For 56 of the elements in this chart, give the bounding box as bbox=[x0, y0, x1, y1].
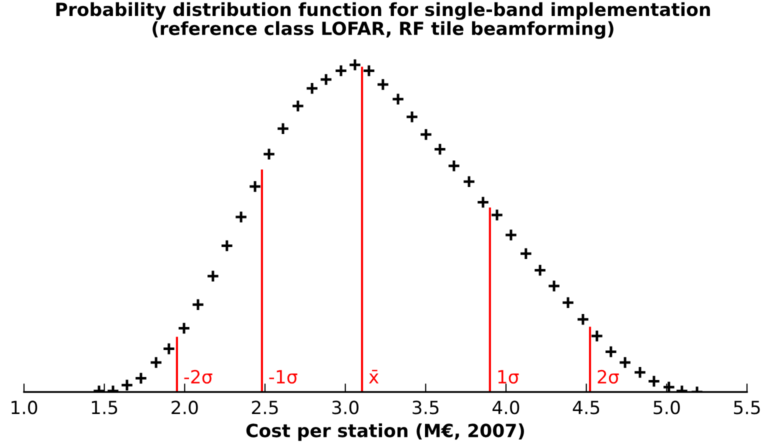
point bbox=[206, 270, 220, 283]
point bbox=[405, 110, 419, 124]
point bbox=[262, 148, 276, 161]
ref-line-label: x̄ bbox=[368, 370, 379, 384]
point bbox=[362, 64, 376, 78]
point bbox=[604, 345, 618, 358]
x-axis-title: Cost per station (M€, 2007) bbox=[246, 423, 524, 441]
x-tick-label: 2.5 bbox=[252, 400, 278, 414]
ref-line-label: 1σ bbox=[498, 370, 519, 384]
point bbox=[220, 239, 234, 252]
chart-title: Probability distribution function for single-band implementation (reference class LOFAR, RF tile beamforming) bbox=[56, 2, 710, 39]
point bbox=[462, 174, 476, 188]
x-tick-label: 4.5 bbox=[572, 400, 600, 414]
point bbox=[547, 279, 561, 293]
point bbox=[519, 246, 533, 260]
x-tick-label: 3.0 bbox=[332, 400, 358, 414]
point bbox=[305, 82, 319, 95]
point bbox=[590, 329, 604, 343]
x-tick-label: 4.0 bbox=[492, 400, 520, 414]
point bbox=[162, 342, 176, 356]
point bbox=[447, 159, 461, 173]
point bbox=[234, 210, 248, 224]
point bbox=[533, 264, 547, 277]
point bbox=[419, 128, 433, 142]
point bbox=[618, 356, 632, 370]
x-tick-label: 3.5 bbox=[412, 400, 438, 414]
point bbox=[291, 99, 305, 113]
point bbox=[248, 180, 262, 194]
point bbox=[276, 122, 290, 136]
point bbox=[633, 366, 647, 379]
point bbox=[662, 380, 676, 392]
ref-line-label: 2σ bbox=[598, 370, 619, 384]
x-tick-label: 2.0 bbox=[172, 400, 198, 414]
point bbox=[504, 228, 518, 242]
x-tick-label: 1.0 bbox=[12, 400, 38, 414]
point bbox=[149, 356, 163, 370]
point bbox=[134, 372, 148, 385]
point bbox=[191, 298, 205, 312]
point bbox=[647, 374, 661, 388]
ref-line-label: -2σ bbox=[184, 370, 212, 384]
point bbox=[561, 296, 575, 310]
point bbox=[476, 196, 490, 209]
point bbox=[348, 58, 362, 72]
x-tick-label: 1.5 bbox=[92, 400, 118, 414]
point bbox=[376, 78, 390, 92]
point bbox=[433, 142, 447, 156]
point bbox=[391, 92, 405, 106]
point bbox=[177, 322, 191, 335]
ref-line-label: -1σ bbox=[269, 370, 298, 384]
point bbox=[576, 312, 590, 326]
x-tick-label: 5.5 bbox=[734, 400, 760, 414]
point bbox=[334, 64, 348, 78]
point bbox=[120, 378, 134, 392]
point bbox=[319, 72, 333, 86]
point bbox=[490, 208, 504, 222]
x-tick-label: 5.0 bbox=[654, 400, 680, 414]
